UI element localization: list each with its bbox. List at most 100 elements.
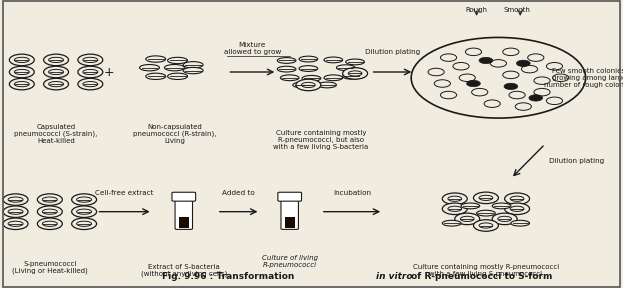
Text: Rough: Rough <box>465 7 488 13</box>
Ellipse shape <box>477 210 495 216</box>
Ellipse shape <box>168 57 188 64</box>
Circle shape <box>9 66 34 78</box>
Circle shape <box>9 54 34 66</box>
Ellipse shape <box>498 216 511 221</box>
Ellipse shape <box>183 62 203 68</box>
Ellipse shape <box>183 67 203 74</box>
Circle shape <box>528 54 544 61</box>
Text: in vitro: in vitro <box>376 272 412 281</box>
Circle shape <box>484 100 500 107</box>
Ellipse shape <box>49 82 64 87</box>
Circle shape <box>546 97 563 105</box>
Ellipse shape <box>442 220 461 226</box>
Ellipse shape <box>299 56 318 62</box>
Circle shape <box>503 71 519 79</box>
Circle shape <box>492 213 517 225</box>
Ellipse shape <box>510 206 524 211</box>
Ellipse shape <box>14 69 29 75</box>
Ellipse shape <box>302 75 321 81</box>
Text: Added to: Added to <box>222 190 255 196</box>
Ellipse shape <box>83 82 98 87</box>
Circle shape <box>37 218 62 230</box>
FancyBboxPatch shape <box>175 196 193 229</box>
Circle shape <box>509 91 525 99</box>
Circle shape <box>479 57 493 64</box>
Circle shape <box>516 60 530 67</box>
Circle shape <box>472 88 488 96</box>
Text: Extract of S-bacteria
(without any living cells): Extract of S-bacteria (without any livin… <box>141 264 227 277</box>
Ellipse shape <box>42 197 57 202</box>
Ellipse shape <box>511 220 530 226</box>
Circle shape <box>78 78 103 90</box>
Ellipse shape <box>348 71 362 76</box>
Circle shape <box>428 68 444 76</box>
Ellipse shape <box>479 223 493 228</box>
Ellipse shape <box>336 65 355 71</box>
Text: Capsulated
pneumococci (S-strain),
Heat-killed: Capsulated pneumococci (S-strain), Heat-… <box>14 124 98 144</box>
Circle shape <box>455 213 480 225</box>
Ellipse shape <box>140 65 159 71</box>
Circle shape <box>3 218 28 230</box>
Ellipse shape <box>77 197 92 202</box>
Circle shape <box>440 91 457 99</box>
Ellipse shape <box>492 203 511 209</box>
Text: of R-pneumococci to S-form: of R-pneumococci to S-form <box>408 272 553 281</box>
Text: Incubation: Incubation <box>333 190 371 196</box>
Circle shape <box>72 194 97 205</box>
Bar <box>285 217 295 228</box>
Circle shape <box>515 103 531 110</box>
Circle shape <box>37 206 62 217</box>
Ellipse shape <box>49 69 64 75</box>
Ellipse shape <box>8 197 23 202</box>
Circle shape <box>44 54 69 66</box>
Circle shape <box>434 80 450 87</box>
Ellipse shape <box>8 221 23 226</box>
Text: +: + <box>103 65 115 79</box>
Ellipse shape <box>324 75 343 81</box>
Text: Culture of living
R-pneumococci: Culture of living R-pneumococci <box>262 255 318 268</box>
Circle shape <box>3 194 28 205</box>
Text: S-pneumococci
(Living or Heat-killed): S-pneumococci (Living or Heat-killed) <box>12 261 88 274</box>
FancyBboxPatch shape <box>281 196 298 229</box>
Circle shape <box>473 192 498 204</box>
Ellipse shape <box>277 66 296 72</box>
FancyBboxPatch shape <box>278 192 302 201</box>
Ellipse shape <box>302 82 315 88</box>
Circle shape <box>78 54 103 66</box>
Circle shape <box>442 193 467 204</box>
Circle shape <box>467 80 480 87</box>
Ellipse shape <box>343 73 361 79</box>
Ellipse shape <box>83 57 98 62</box>
Circle shape <box>78 66 103 78</box>
Circle shape <box>529 95 543 101</box>
Circle shape <box>3 206 28 217</box>
Circle shape <box>44 66 69 78</box>
Text: Culture containing mostly
R-pneumococci, but also
with a few living S-bacteria: Culture containing mostly R-pneumococci,… <box>273 130 368 149</box>
Circle shape <box>505 193 530 204</box>
Ellipse shape <box>299 66 318 71</box>
Ellipse shape <box>77 209 92 214</box>
Circle shape <box>296 79 321 91</box>
Ellipse shape <box>14 57 29 62</box>
Ellipse shape <box>280 75 299 81</box>
FancyBboxPatch shape <box>172 192 196 201</box>
Circle shape <box>504 83 518 90</box>
Circle shape <box>440 54 457 61</box>
Circle shape <box>521 65 538 73</box>
Text: Smooth: Smooth <box>503 7 531 13</box>
Text: Few smooth colonies
growing among large
number of rough colonies: Few smooth colonies growing among large … <box>544 68 623 88</box>
Ellipse shape <box>448 196 462 201</box>
Text: Culture containing mostly R-pneumococci
with a few living S-pneumococci: Culture containing mostly R-pneumococci … <box>413 264 559 276</box>
Bar <box>179 217 189 228</box>
Circle shape <box>72 206 97 217</box>
Ellipse shape <box>346 59 364 65</box>
Circle shape <box>411 37 586 118</box>
Text: Non-capsulated
pneumococci (R-strain),
Living: Non-capsulated pneumococci (R-strain), L… <box>133 124 216 144</box>
Text: Dilution plating: Dilution plating <box>365 49 420 55</box>
Ellipse shape <box>42 221 57 226</box>
Circle shape <box>503 48 519 56</box>
Ellipse shape <box>49 57 64 62</box>
Text: Cell-free extract: Cell-free extract <box>95 190 154 196</box>
Circle shape <box>9 78 34 90</box>
Circle shape <box>534 77 550 84</box>
